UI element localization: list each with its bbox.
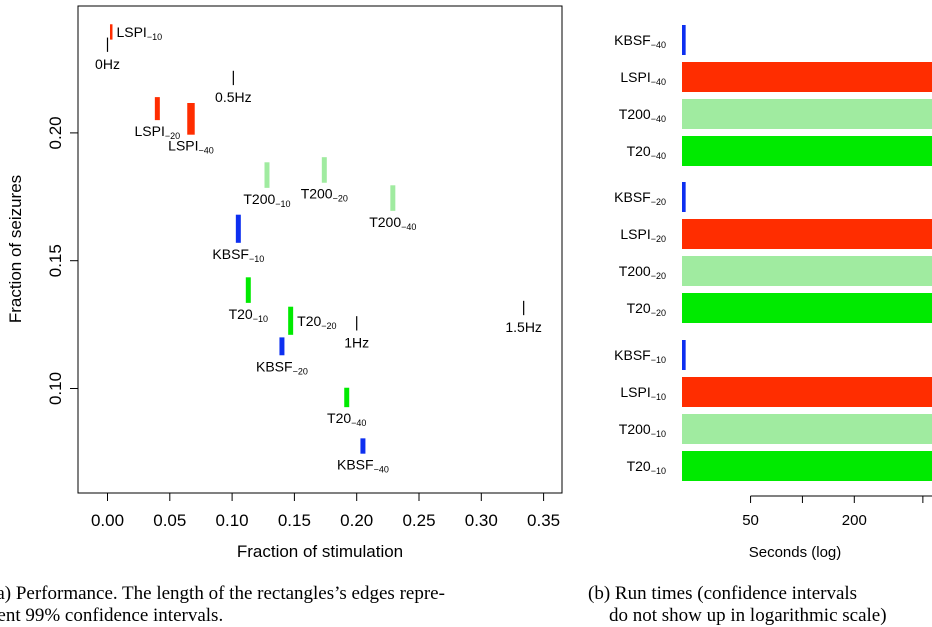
point-label: LSPI−20 xyxy=(135,123,181,141)
bar-label: T20−40 xyxy=(627,143,666,161)
bar-label: T200−40 xyxy=(619,106,666,124)
caption-b-line-2: do not show up in logarithmic scale) xyxy=(609,605,887,626)
bar-label: T20−20 xyxy=(627,300,666,318)
confidence-rect xyxy=(288,306,294,335)
bar xyxy=(682,182,686,212)
point-label: T200−10 xyxy=(243,191,290,209)
reference-label: 1.5Hz xyxy=(505,319,542,335)
point-label: KBSF−40 xyxy=(337,457,389,475)
bar-label: T20−10 xyxy=(627,458,666,476)
y-tick-label: 0.15 xyxy=(46,244,65,277)
x-tick-label: 0.30 xyxy=(465,511,498,530)
reference-label: 1Hz xyxy=(344,334,369,350)
reference-label: 0Hz xyxy=(95,56,120,72)
bar xyxy=(682,340,686,370)
reference-label: 0.5Hz xyxy=(215,89,252,105)
reference-marks: 0Hz 0.5Hz 1Hz 1.5Hz xyxy=(95,37,542,350)
bar-label: LSPI−10 xyxy=(620,384,666,402)
bar-label: T200−20 xyxy=(619,263,666,281)
bar-label: LSPI−20 xyxy=(620,226,666,244)
confidence-rect xyxy=(321,157,327,183)
confidence-rect xyxy=(279,337,285,356)
bar xyxy=(682,377,932,407)
bar xyxy=(682,99,932,129)
point-label: LSPI−10 xyxy=(116,24,162,42)
point-label: T20−40 xyxy=(327,410,366,428)
bar-label: KBSF−20 xyxy=(614,189,666,207)
confidence-rect xyxy=(360,438,366,454)
point-label: T20−20 xyxy=(297,313,336,331)
x-tick-label: 0.35 xyxy=(527,511,560,530)
y-tick-label: 0.10 xyxy=(46,372,65,405)
confidence-rect xyxy=(245,277,251,303)
point-label: KBSF−20 xyxy=(256,358,308,376)
x-axis-label: Fraction of stimulation xyxy=(237,542,403,561)
y-tick-label: 0.20 xyxy=(46,116,65,149)
point-label: T200−40 xyxy=(369,214,416,232)
x-tick-label: 0.25 xyxy=(402,511,435,530)
bar-label: LSPI−40 xyxy=(620,69,666,87)
plot-a-frame xyxy=(77,5,563,494)
bar-label: KBSF−10 xyxy=(614,347,666,365)
caption-b: (b) Run times (confidence intervals do n… xyxy=(588,583,932,627)
point-label: KBSF−10 xyxy=(212,246,264,264)
x-tick-label: 0.15 xyxy=(278,511,311,530)
bar-label: KBSF−40 xyxy=(614,32,666,50)
caption-a: (a) Performance. The length of the recta… xyxy=(0,583,580,627)
bar xyxy=(682,451,932,481)
x-tick-label: 0.00 xyxy=(91,511,124,530)
confidence-rect xyxy=(154,97,160,121)
caption-a-line-1: (a) Performance. The length of the recta… xyxy=(0,583,445,604)
x-tick-label: 200 xyxy=(842,512,867,529)
caption-a-line-2: sent 99% confidence intervals. xyxy=(0,605,224,626)
bar xyxy=(682,219,932,249)
x-axis-ticks: 0.00 0.05 0.10 0.15 0.20 0.25 0.30 0.35 xyxy=(91,493,560,530)
panel-b-runtime-chart: KBSF−40 LSPI−40 T200−40 T20−40 KBSF−20 LSPI−2… xyxy=(614,25,932,561)
confidence-rect xyxy=(264,162,270,188)
bar xyxy=(682,293,932,323)
x-tick-label: 50 xyxy=(742,512,759,529)
bar xyxy=(682,25,686,55)
x-tick-label: 0.05 xyxy=(153,511,186,530)
x-tick-label: 0.20 xyxy=(340,511,373,530)
bars: KBSF−40 LSPI−40 T200−40 T20−40 KBSF−20 LSPI−2… xyxy=(614,25,932,481)
bar xyxy=(682,414,932,444)
point-label: T20−10 xyxy=(229,306,268,324)
y-axis-ticks: 0.10 0.15 0.20 xyxy=(46,116,78,405)
confidence-rect xyxy=(235,214,241,243)
bar-label: T200−10 xyxy=(619,421,666,439)
point-label: LSPI−40 xyxy=(168,138,214,156)
x-tick-label: 0.10 xyxy=(216,511,249,530)
x-axis-ticks: 5020010005000 xyxy=(742,495,932,529)
bar xyxy=(682,136,932,166)
confidence-rect xyxy=(390,185,396,211)
y-axis-label: Fraction of seizures xyxy=(6,175,25,323)
x-axis-label: Seconds (log) xyxy=(749,544,842,561)
bar xyxy=(682,62,932,92)
panel-a-performance-chart: 0.00 0.05 0.10 0.15 0.20 0.25 0.30 0.35 0.100.1… xyxy=(6,5,563,561)
bar xyxy=(682,256,932,286)
confidence-rect xyxy=(109,24,113,40)
caption-b-line-1: (b) Run times (confidence intervals xyxy=(588,583,858,604)
confidence-rect xyxy=(344,387,350,408)
confidence-rect xyxy=(187,102,195,135)
point-label: T200−20 xyxy=(301,186,348,204)
